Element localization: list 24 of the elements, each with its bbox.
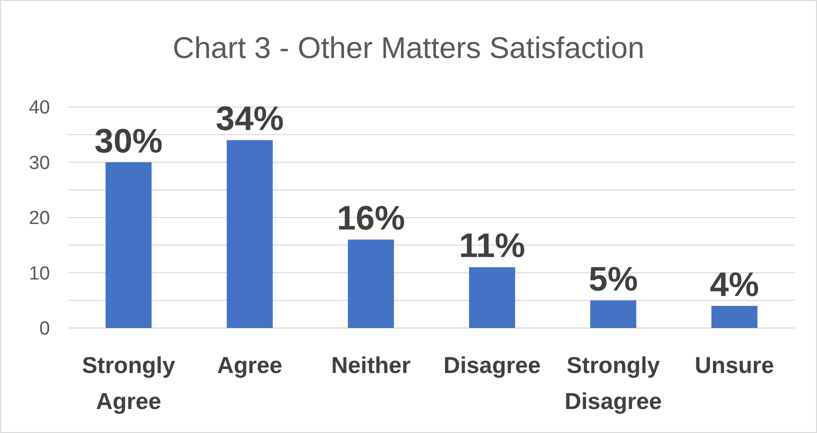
y-tick-label: 30 xyxy=(28,152,50,174)
chart-title: Chart 3 - Other Matters Satisfaction xyxy=(172,32,644,65)
x-tick-label: Agree xyxy=(217,352,282,378)
bar xyxy=(106,162,152,328)
x-tick-label: Neither xyxy=(331,352,411,378)
data-label: 4% xyxy=(710,266,759,304)
x-tick-label: Strongly Agree xyxy=(82,352,176,414)
data-label: 5% xyxy=(588,260,638,298)
y-tick-label: 0 xyxy=(39,318,50,340)
bar xyxy=(590,300,636,328)
bar xyxy=(711,306,758,328)
bar xyxy=(348,240,394,328)
y-tick-label: 20 xyxy=(28,208,50,230)
data-label: 11% xyxy=(458,227,526,266)
data-label: 16% xyxy=(336,200,405,238)
y-tick-label: 10 xyxy=(28,263,50,284)
data-label: 34% xyxy=(216,100,284,138)
x-tick-label: Disagree xyxy=(443,352,541,378)
x-tick-label: Strongly Disagree xyxy=(564,352,662,414)
data-label: 30% xyxy=(94,122,163,160)
bar xyxy=(469,267,516,328)
y-tick-label: 40 xyxy=(28,98,50,119)
x-tick-label: Unsure xyxy=(694,352,774,378)
bar xyxy=(226,140,273,328)
